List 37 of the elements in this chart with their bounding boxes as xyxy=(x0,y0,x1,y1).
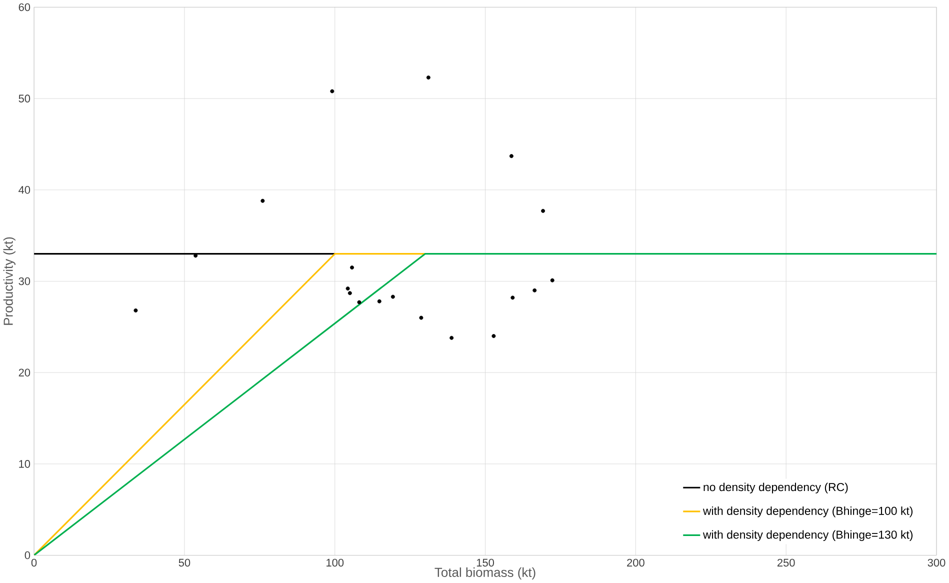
point xyxy=(346,286,350,291)
point xyxy=(330,89,334,94)
y-tick-label: 0 xyxy=(24,551,30,560)
point xyxy=(509,154,514,158)
point xyxy=(510,296,515,300)
point xyxy=(550,278,554,282)
point xyxy=(541,208,546,213)
y-tick-label: 20 xyxy=(18,368,30,377)
point xyxy=(532,288,537,292)
point xyxy=(377,299,382,304)
y-tick-label: 40 xyxy=(18,186,30,194)
point xyxy=(426,76,430,80)
y-tick-label: 10 xyxy=(19,460,30,468)
point xyxy=(492,334,496,338)
x-tick-label: 150 xyxy=(476,558,494,567)
point xyxy=(350,266,354,270)
legend-label: with density dependency (Bhinge=100 kt) xyxy=(702,506,913,518)
point xyxy=(348,291,352,296)
legend-label: with density dependency (Bhinge=130 kt) xyxy=(702,530,913,542)
y-axis-title: Productivity (kt) xyxy=(3,237,16,325)
x-tick-label: 250 xyxy=(777,558,795,567)
y-tick-label: 50 xyxy=(18,94,30,102)
x-axis-title: Total biomass (kt) xyxy=(434,568,536,580)
legend-label: no density dependency (RC) xyxy=(704,482,848,494)
point xyxy=(134,308,138,313)
point xyxy=(450,336,454,340)
y-tick-label: 60 xyxy=(18,3,30,12)
point xyxy=(260,198,265,203)
point xyxy=(419,316,424,320)
x-tick-label: 300 xyxy=(928,558,946,567)
y-tick-label: 30 xyxy=(18,277,30,286)
x-tick-label: 0 xyxy=(31,558,37,567)
point xyxy=(357,300,362,304)
x-tick-label: 200 xyxy=(627,558,644,567)
point xyxy=(390,294,395,299)
x-tick-label: 50 xyxy=(178,558,190,567)
x-tick-label: 100 xyxy=(326,558,344,567)
